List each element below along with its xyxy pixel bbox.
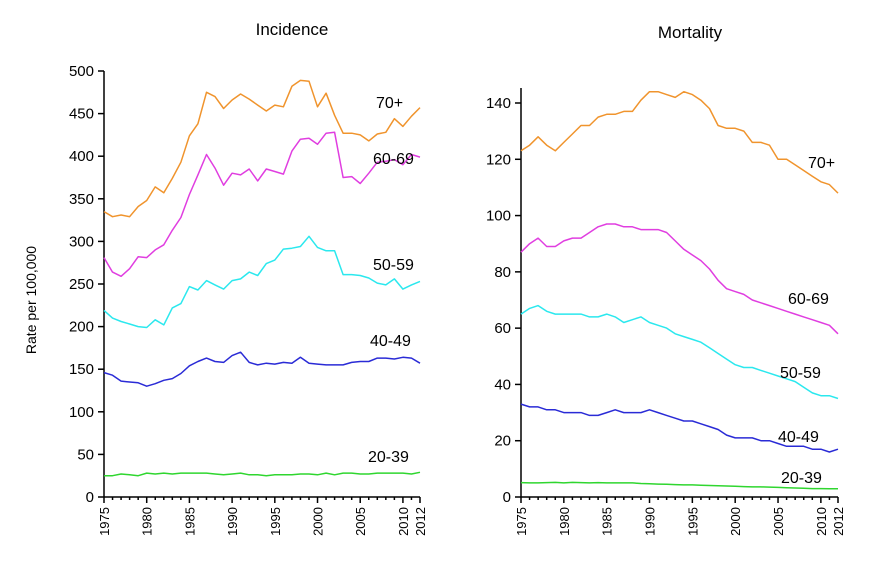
x-tick-label: 1995 <box>685 507 700 536</box>
series-label-60-69: 60-69 <box>373 151 414 168</box>
x-tick-label: 2005 <box>771 507 786 536</box>
panel-title: Mortality <box>658 23 723 42</box>
x-tick-label: 2005 <box>353 507 368 536</box>
y-tick-label: 150 <box>69 361 94 378</box>
series-line-70+ <box>103 79 421 218</box>
y-tick-label: 350 <box>69 191 94 208</box>
x-tick-label: 2010 <box>396 507 411 536</box>
y-tick-label: 0 <box>503 489 511 506</box>
mortality-panel: Mortality 0 20 40 60 80 100 120 140 1975 1980 1985 1… <box>486 23 846 536</box>
series-line-20-39 <box>104 471 421 477</box>
x-tick-label: 1990 <box>643 507 658 536</box>
y-tick-label: 80 <box>494 264 511 281</box>
x-tick-label: 1990 <box>225 507 240 536</box>
series-label-50-59: 50-59 <box>780 365 821 382</box>
panel-title: Incidence <box>256 20 329 39</box>
y-tick-label: 50 <box>77 446 94 463</box>
x-tick-label: 1980 <box>557 507 572 536</box>
series-line-50-59 <box>103 235 421 329</box>
x-tick-label: 1975 <box>97 507 112 536</box>
series-label-70+: 70+ <box>376 95 403 112</box>
y-tick-label: 250 <box>69 276 94 293</box>
y-tick-label: 500 <box>69 63 94 80</box>
series-label-20-39: 20-39 <box>781 470 822 487</box>
series-label-50-59: 50-59 <box>373 257 414 274</box>
x-tick-label: 1980 <box>140 507 155 536</box>
x-tick-label: 1985 <box>600 507 615 536</box>
series-line-40-49 <box>103 351 421 387</box>
x-tick-label: 2000 <box>311 507 326 536</box>
y-tick-label: 20 <box>494 433 511 450</box>
series-line-70+ <box>520 90 839 194</box>
y-tick-label: 200 <box>69 319 94 336</box>
series-label-70+: 70+ <box>808 155 835 172</box>
y-tick-label: 400 <box>69 148 94 165</box>
y-tick-label: 100 <box>486 208 511 225</box>
series-line-60-69 <box>520 223 839 335</box>
series-line-50-59 <box>520 304 839 400</box>
y-axis-label: Rate per 100,000 <box>23 246 39 354</box>
x-tick-label: 2000 <box>728 507 743 536</box>
x-tick-label: 2010 <box>814 507 829 536</box>
incidence-panel: Incidence 0 50 100 150 200 250 300 350 400 450 500 1… <box>69 20 428 536</box>
x-tick-label: 1995 <box>268 507 283 536</box>
x-tick-label: 2012 <box>831 507 846 536</box>
y-tick-label: 0 <box>86 489 94 506</box>
y-tick-label: 120 <box>486 151 511 168</box>
y-tick-label: 40 <box>494 376 511 393</box>
series-line-60-69 <box>103 131 421 278</box>
series-label-60-69: 60-69 <box>788 291 829 308</box>
series-line-40-49 <box>520 403 839 453</box>
series-label-40-49: 40-49 <box>370 333 411 350</box>
series-line-20-39 <box>520 481 838 490</box>
x-tick-label: 1975 <box>514 507 529 536</box>
y-tick-label: 450 <box>69 106 94 123</box>
y-tick-label: 100 <box>69 404 94 421</box>
series-label-40-49: 40-49 <box>778 429 819 446</box>
y-tick-label: 60 <box>494 320 511 337</box>
y-tick-label: 300 <box>69 233 94 250</box>
series-label-20-39: 20-39 <box>368 449 409 466</box>
x-tick-label: 1985 <box>182 507 197 536</box>
y-tick-label: 140 <box>486 95 511 112</box>
x-tick-label: 2012 <box>413 507 428 536</box>
